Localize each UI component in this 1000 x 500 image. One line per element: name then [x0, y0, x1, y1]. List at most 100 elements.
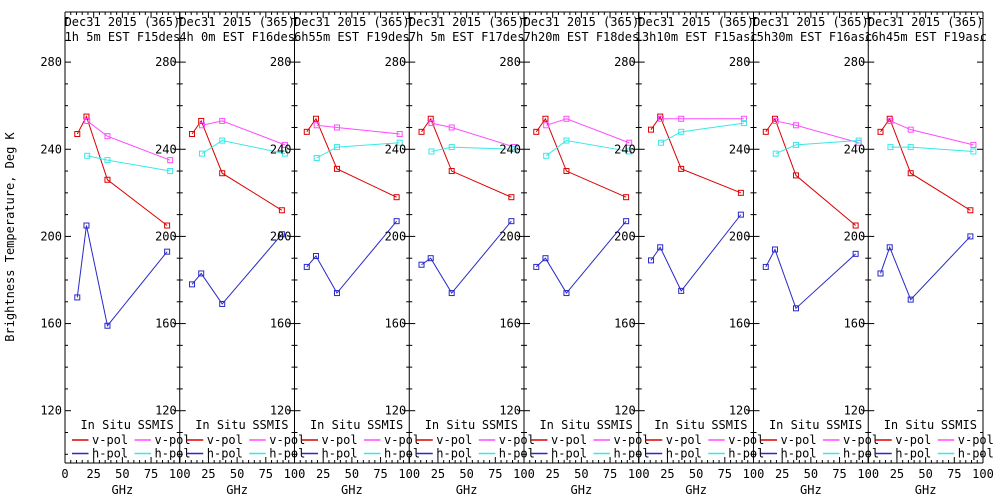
x-tick-label: 100: [284, 467, 306, 481]
marker-ssmis_v: [198, 122, 205, 129]
series-line-ssmis_v: [775, 120, 859, 144]
marker-insitu_v: [393, 194, 400, 201]
panel-title-date: Dec31 2015 (365): [409, 15, 525, 29]
x-tick-label: 50: [574, 467, 588, 481]
legend-label-ssmis_v: v-pol: [499, 433, 535, 447]
legend-label-insitu_v: v-pol: [551, 433, 587, 447]
legend-group-insitu: In Situ: [195, 418, 246, 432]
x-axis-title: GHz: [456, 483, 478, 497]
marker-ssmis_v: [678, 115, 685, 122]
marker-insitu_h: [533, 263, 540, 270]
marker-insitu_h: [886, 244, 893, 251]
series-line-insitu_v: [880, 117, 971, 211]
y-tick-label: 200: [155, 229, 177, 243]
x-axis-title: GHz: [915, 483, 937, 497]
marker-insitu_h: [104, 322, 111, 329]
y-tick-label: 160: [729, 317, 751, 331]
series-line-ssmis_h: [316, 142, 400, 159]
marker-ssmis_h: [563, 137, 570, 144]
series-line-ssmis_v: [86, 120, 171, 161]
y-tick-label: 200: [614, 229, 636, 243]
x-tick-label: 25: [86, 467, 100, 481]
legend-label-insitu_h: h-pol: [666, 447, 702, 461]
marker-ssmis_h: [970, 148, 977, 155]
series-line-ssmis_v: [201, 120, 286, 146]
series-line-insitu_v: [535, 117, 627, 198]
x-tick-label: 100: [628, 467, 650, 481]
series-line-ssmis_h: [87, 155, 171, 172]
marker-insitu_v: [907, 170, 914, 177]
legend-group-ssmis: SSMIS: [367, 418, 403, 432]
marker-ssmis_h: [448, 144, 455, 151]
panel-5: 280 240 200 160 120 Dec31 2015 (365)7h20m EST…: [499, 12, 650, 497]
marker-insitu_v: [563, 168, 570, 175]
x-tick-label: 25: [316, 467, 330, 481]
legend-label-insitu_v: v-pol: [436, 433, 472, 447]
marker-ssmis_v: [792, 122, 799, 129]
x-tick-label: 100: [743, 467, 765, 481]
marker-ssmis_h: [626, 148, 633, 155]
legend-group-ssmis: SSMIS: [826, 418, 862, 432]
x-tick-label: 100: [972, 467, 994, 481]
panel-7: 280 240 200 160 120 Dec31 2015 (365)15h30m ES…: [729, 12, 879, 497]
legend-label-ssmis_v: v-pol: [155, 433, 191, 447]
y-tick-label: 160: [499, 317, 521, 331]
marker-insitu_v: [877, 128, 884, 135]
y-tick-label: 120: [155, 404, 177, 418]
x-tick-label: 100: [513, 467, 535, 481]
marker-insitu_h: [762, 263, 769, 270]
series-line-insitu_v: [765, 117, 856, 226]
series-line-ssmis_h: [545, 140, 630, 157]
marker-ssmis_h: [281, 150, 288, 157]
marker-ssmis_v: [333, 124, 340, 131]
y-tick-label: 240: [844, 142, 866, 156]
legend-group-insitu: In Situ: [80, 418, 131, 432]
panel-title-date: Dec31 2015 (365): [65, 15, 181, 29]
marker-insitu_v: [278, 207, 285, 214]
marker-insitu_v: [104, 176, 111, 183]
legend-label-insitu_v: v-pol: [666, 433, 702, 447]
series-line-ssmis_h: [660, 122, 744, 144]
y-tick-label: 120: [385, 404, 407, 418]
legend-label-ssmis_v: v-pol: [843, 433, 879, 447]
marker-insitu_h: [563, 290, 570, 297]
series-line-insitu_h: [880, 236, 971, 301]
legend-label-ssmis_h: h-pol: [155, 447, 191, 461]
series-line-ssmis_h: [201, 140, 286, 155]
marker-ssmis_v: [907, 126, 914, 133]
legend-label-ssmis_h: h-pol: [269, 447, 305, 461]
marker-insitu_h: [333, 290, 340, 297]
panel-4: 280 240 200 160 120 Dec31 2015 (365)7h 5m EST…: [385, 12, 535, 497]
marker-insitu_v: [678, 165, 685, 172]
marker-ssmis_h: [511, 146, 518, 153]
x-tick-label: 100: [398, 467, 420, 481]
marker-insitu_h: [877, 270, 884, 277]
y-tick-label: 120: [844, 404, 866, 418]
x-tick-label: 50: [918, 467, 932, 481]
y-tick-label: 200: [270, 229, 292, 243]
marker-insitu_h: [418, 261, 425, 268]
marker-ssmis_h: [657, 139, 664, 146]
marker-ssmis_v: [657, 115, 664, 122]
y-tick-label: 280: [844, 55, 866, 69]
y-tick-label: 120: [40, 404, 62, 418]
marker-insitu_h: [164, 248, 171, 255]
legend-label-insitu_h: h-pol: [781, 447, 817, 461]
marker-insitu_v: [508, 194, 515, 201]
marker-insitu_h: [448, 290, 455, 297]
y-tick-label: 240: [40, 142, 62, 156]
marker-insitu_v: [74, 131, 81, 138]
marker-insitu_h: [737, 211, 744, 218]
marker-insitu_v: [533, 128, 540, 135]
marker-insitu_h: [771, 246, 778, 253]
marker-ssmis_h: [678, 128, 685, 135]
marker-ssmis_h: [167, 168, 174, 175]
panel-title-time: 15h30m EST F16asc: [749, 30, 872, 44]
marker-insitu_v: [164, 222, 171, 229]
marker-insitu_h: [648, 257, 655, 264]
y-tick-label: 120: [729, 404, 751, 418]
panel-8: 280 240 200 160 120 Dec31 2015 (365)16h45m ES…: [844, 12, 994, 497]
marker-ssmis_h: [740, 120, 747, 127]
legend-group-ssmis: SSMIS: [711, 418, 747, 432]
series-line-insitu_v: [421, 117, 512, 198]
